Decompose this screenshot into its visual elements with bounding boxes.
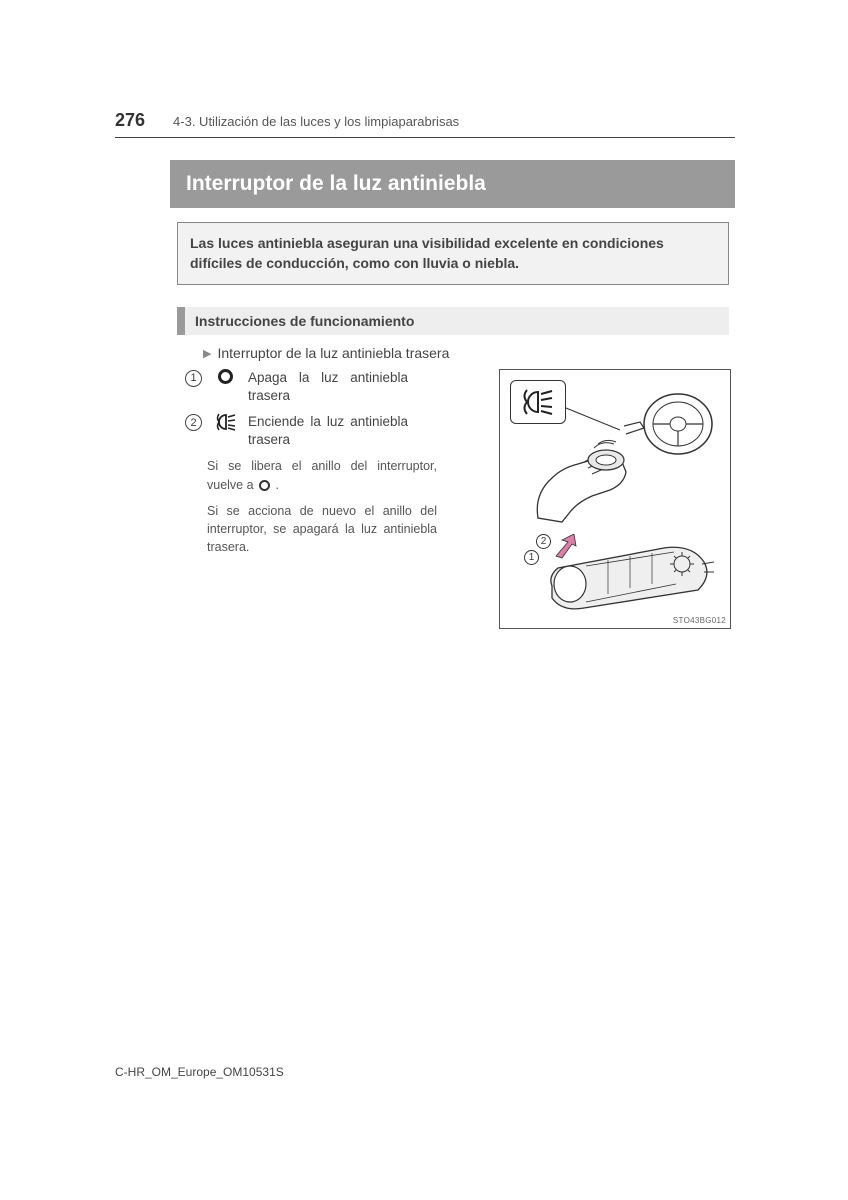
figure-marker-2: 2 (536, 534, 551, 549)
callout-leader-line (564, 404, 624, 434)
note-1b: . (272, 478, 279, 492)
fog-symbol-callout-icon (510, 380, 566, 424)
note-1: Si se libera el anillo del interruptor, … (207, 457, 437, 493)
note-2: Si se acciona de nuevo el anillo del int… (207, 502, 437, 556)
subsection-line: ▶ Interruptor de la luz antiniebla traser… (203, 345, 735, 361)
item-number-1: 1 (185, 370, 202, 387)
figure-top-diagram (506, 376, 724, 526)
footer-code: C-HR_OM_Europe_OM10531S (115, 1065, 284, 1079)
item-text-1: Apaga la luz antiniebla trasera (248, 369, 408, 405)
off-symbol-inline-icon (259, 480, 270, 491)
figure-bottom-diagram: 1 2 (506, 532, 724, 620)
triangle-bullet-icon: ▶ (203, 348, 211, 360)
page-number: 276 (115, 110, 145, 131)
fog-light-symbol-icon (212, 413, 238, 431)
section-heading-label: Instrucciones de funcionamiento (185, 307, 424, 335)
section-accent (177, 307, 185, 335)
list-item: 1 Apaga la luz antiniebla trasera (185, 369, 495, 405)
hand-turning-stalk-icon (528, 432, 638, 524)
section-heading: Instrucciones de funcionamiento (177, 307, 729, 335)
note-1a: Si se libera el anillo del interruptor, … (207, 459, 437, 491)
figure-marker-1: 1 (524, 550, 539, 565)
page-title: Interruptor de la luz antiniebla (170, 160, 735, 208)
off-symbol-icon (212, 369, 238, 384)
item-text-2: Enciende la luz antiniebla trasera (248, 413, 408, 449)
figure-box: 1 2 STO43BG012 (499, 369, 731, 629)
header-divider (115, 137, 735, 138)
intro-box: Las luces antiniebla aseguran una visibi… (177, 222, 729, 285)
figure-code: STO43BG012 (673, 616, 726, 625)
pink-arrow-icon (552, 534, 582, 565)
chapter-label: 4-3. Utilización de las luces y los limp… (173, 114, 459, 129)
subsection-label: Interruptor de la luz antiniebla trasera (217, 345, 449, 361)
item-number-2: 2 (185, 414, 202, 431)
list-item: 2 Enciende la luz antiniebla trasera (185, 413, 495, 449)
